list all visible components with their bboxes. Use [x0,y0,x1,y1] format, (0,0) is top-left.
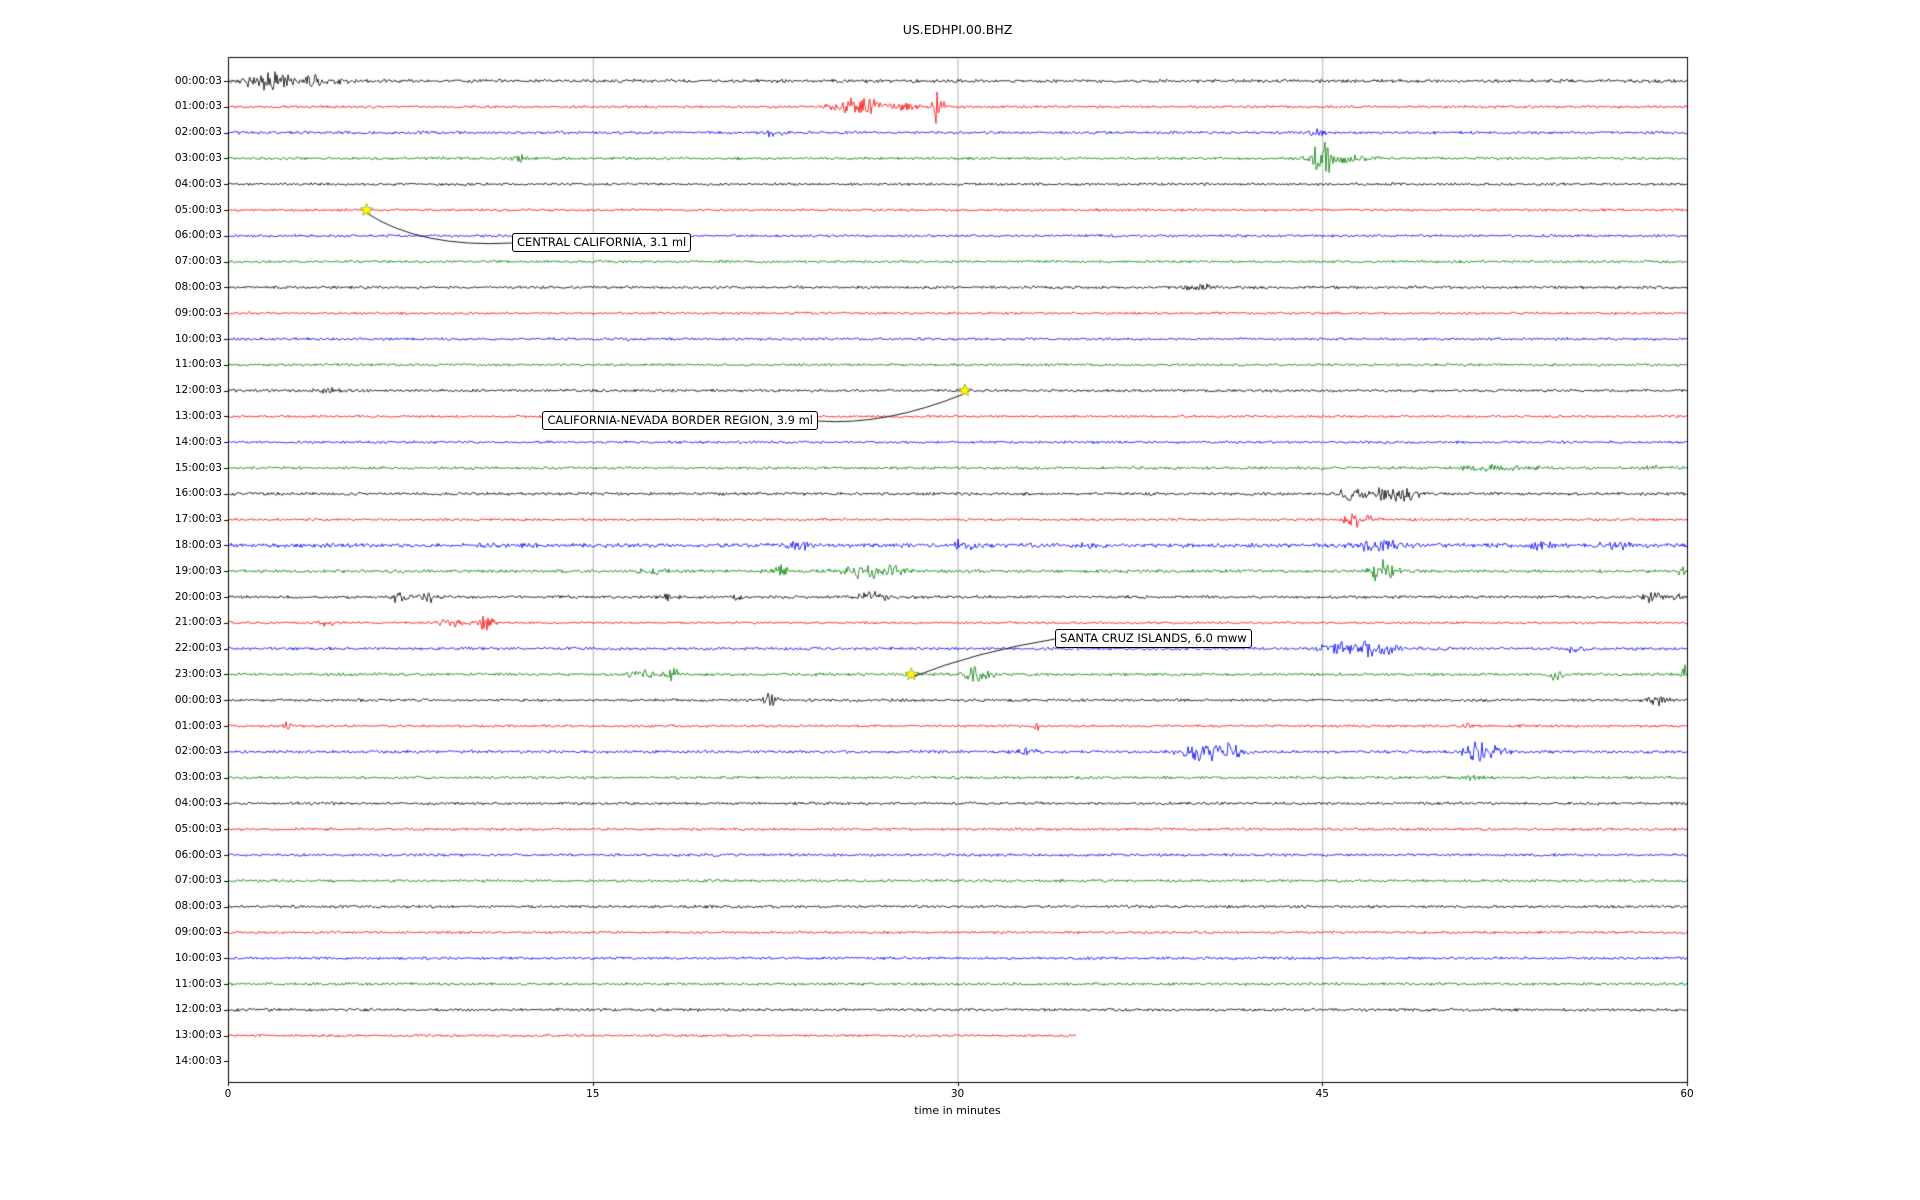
trace-time-label: 02:00:03 [174,745,222,758]
trace-time-label: 11:00:03 [174,358,222,371]
x-tick-label: 45 [1315,1088,1329,1100]
trace-time-label: 14:00:03 [174,1054,222,1067]
trace-time-label: 08:00:03 [174,280,222,293]
trace-time-label: 18:00:03 [174,538,222,551]
trace-time-label: 01:00:03 [174,100,222,113]
trace-time-label: 22:00:03 [174,642,222,655]
trace-time-label: 23:00:03 [174,667,222,680]
trace-time-label: 04:00:03 [174,177,222,190]
trace-time-label: 12:00:03 [174,384,222,397]
trace-time-label: 20:00:03 [174,590,222,603]
trace-time-label: 08:00:03 [174,900,222,913]
trace-time-label: 15:00:03 [174,461,222,474]
trace-time-label: 09:00:03 [174,306,222,319]
x-axis-label: time in minutes [914,1104,1001,1117]
event-annotation: CENTRAL CALIFORNIA, 3.1 ml [512,233,692,252]
trace-time-label: 07:00:03 [174,874,222,887]
event-annotation: CALIFORNIA-NEVADA BORDER REGION, 3.9 ml [542,411,818,430]
trace-time-label: 19:00:03 [174,564,222,577]
x-tick-label: 60 [1680,1088,1694,1100]
trace-time-label: 05:00:03 [174,203,222,216]
x-tick-label: 15 [586,1088,600,1100]
trace-time-label: 16:00:03 [174,487,222,500]
trace-time-label: 09:00:03 [174,925,222,938]
trace-time-label: 06:00:03 [174,229,222,242]
trace-time-label: 02:00:03 [174,126,222,139]
trace-time-label: 03:00:03 [174,771,222,784]
event-annotation: SANTA CRUZ ISLANDS, 6.0 mww [1055,629,1252,648]
trace-time-label: 05:00:03 [174,822,222,835]
trace-time-label: 13:00:03 [174,1029,222,1042]
trace-time-label: 00:00:03 [174,693,222,706]
trace-time-label: 10:00:03 [174,951,222,964]
trace-time-label: 00:00:03 [174,74,222,87]
trace-time-label: 12:00:03 [174,1003,222,1016]
trace-time-label: 03:00:03 [174,151,222,164]
trace-time-label: 14:00:03 [174,435,222,448]
trace-time-label: 04:00:03 [174,796,222,809]
chart-title: US.EDHPI.00.BHZ [902,22,1013,37]
x-tick-label: 0 [224,1088,232,1100]
trace-time-label: 10:00:03 [174,332,222,345]
trace-time-label: 17:00:03 [174,513,222,526]
trace-time-label: 21:00:03 [174,616,222,629]
trace-time-label: 13:00:03 [174,409,222,422]
trace-time-label: 01:00:03 [174,719,222,732]
trace-time-label: 11:00:03 [174,977,222,990]
x-tick-label: 30 [950,1088,965,1100]
trace-time-label: 06:00:03 [174,848,222,861]
trace-time-label: 07:00:03 [174,255,222,268]
